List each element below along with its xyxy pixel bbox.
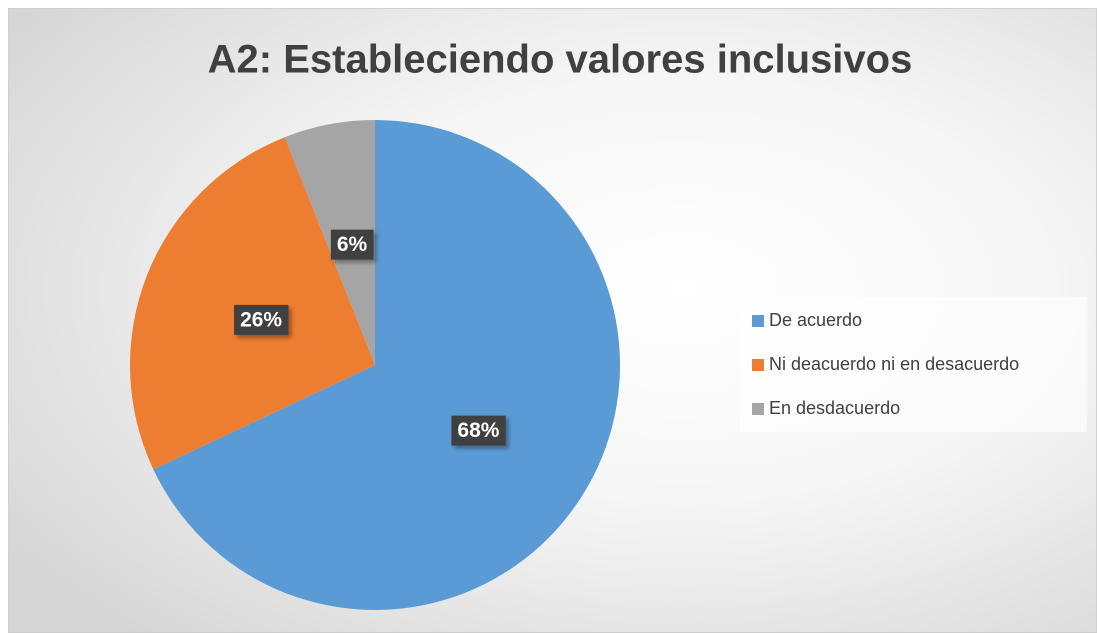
data-label: 26% [240,308,282,331]
pie-slice [153,120,620,610]
data-label-box [451,415,506,446]
pie-slice [129,137,375,470]
pie-slice [284,120,375,365]
legend-box [740,297,1087,432]
data-label: 68% [457,419,499,442]
data-label-box [330,229,374,260]
legend-label: Ni deacuerdo ni en desacuerdo [769,354,1019,374]
data-label: 6% [337,233,368,256]
legend-label: De acuerdo [769,310,862,330]
data-label-box [234,304,289,335]
legend-swatch [752,315,764,327]
chart-title: A2: Estableciendo valores inclusivos [208,38,913,82]
legend-swatch [752,359,764,371]
legend-label: En desdacuerdo [769,398,900,418]
legend-swatch [752,403,764,415]
